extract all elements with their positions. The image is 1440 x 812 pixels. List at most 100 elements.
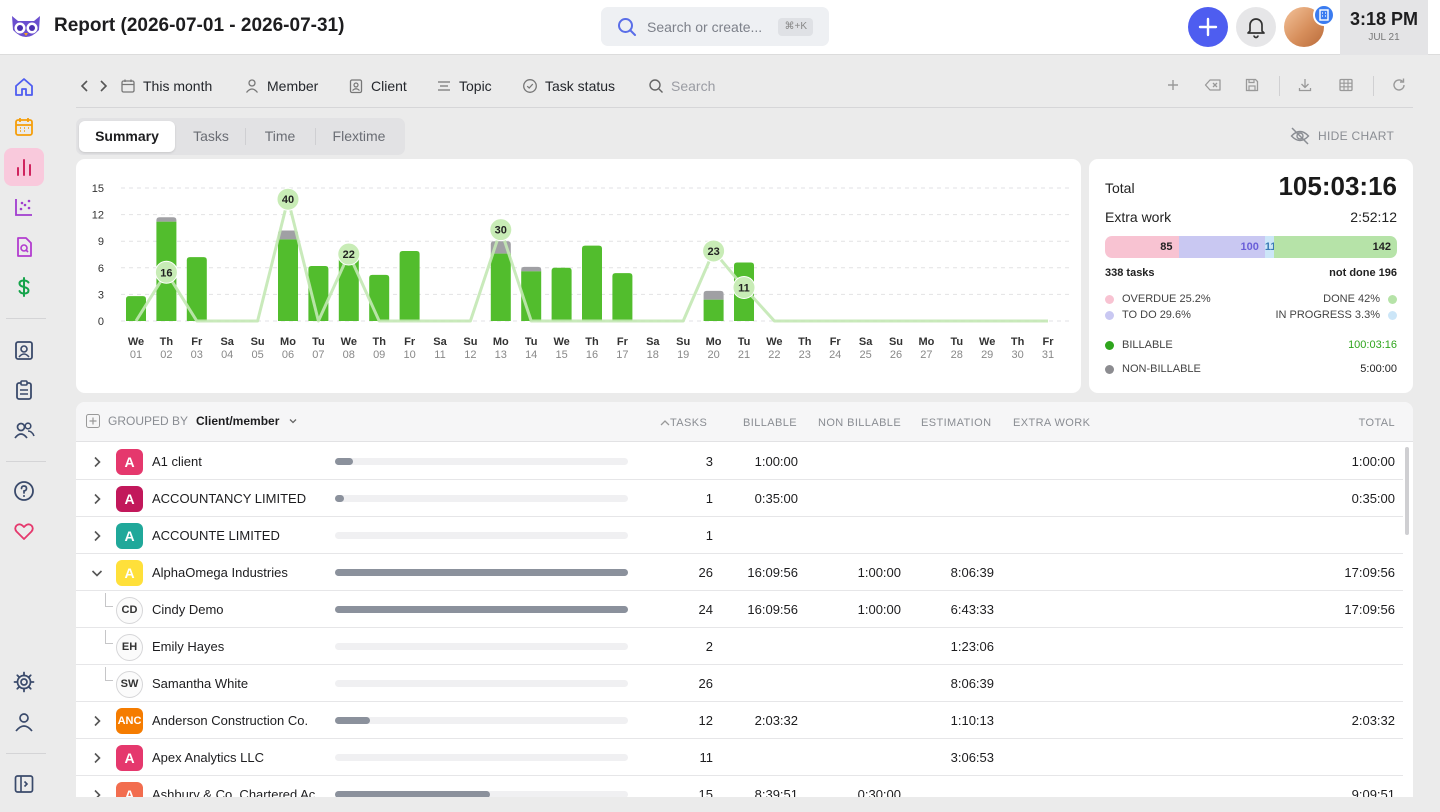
legend-in-progress: IN PROGRESS 3.3% <box>1275 309 1397 321</box>
eye-off-icon <box>1290 127 1310 145</box>
sidebar-item-billing[interactable] <box>4 268 44 306</box>
client-row[interactable]: A Ashbury & Co. Chartered Ac... 15 8:39:51 0… <box>76 776 1403 797</box>
chevron-right-icon[interactable] <box>90 492 104 506</box>
chevron-right-icon[interactable] <box>90 529 104 543</box>
task-status-filter[interactable]: Task status <box>522 68 615 104</box>
member-filter-label: Member <box>267 78 319 94</box>
tab-time[interactable]: Time <box>264 128 296 144</box>
app-logo-icon[interactable] <box>8 12 44 42</box>
next-period-button[interactable] <box>98 68 108 104</box>
client-row[interactable]: A AlphaOmega Industries 26 16:09:56 1:00:00 8… <box>76 554 1403 591</box>
sidebar-item-calendar[interactable] <box>4 108 44 146</box>
row-name: Emily Hayes <box>152 639 225 654</box>
grouped-by-value: Client/member <box>196 414 280 428</box>
chevron-right-icon[interactable] <box>90 788 104 797</box>
table-scrollbar[interactable] <box>1405 447 1409 535</box>
tab-summary[interactable]: Summary <box>79 121 175 152</box>
refresh-icon[interactable] <box>1391 77 1407 93</box>
x-tick-date: 26 <box>890 349 902 361</box>
sidebar-item-contacts[interactable] <box>4 331 44 369</box>
clock-date: JUL 21 <box>1368 32 1400 43</box>
todo-dot <box>1105 310 1114 320</box>
chevron-right-icon[interactable] <box>90 751 104 765</box>
clear-filter-icon[interactable] <box>1204 77 1222 93</box>
chevron-down-icon[interactable] <box>90 566 104 580</box>
hide-chart-button[interactable]: HIDE CHART <box>1290 127 1394 145</box>
row-progress-fill <box>335 458 353 465</box>
member-row[interactable]: EH Emily Hayes 2 1:23:06 <box>76 628 1403 665</box>
x-tick-day: Tu <box>738 336 751 348</box>
row-name: Ashbury & Co. Chartered Ac... <box>152 787 327 797</box>
tab-flextime[interactable]: Flextime <box>332 128 386 144</box>
legend-non-billable-label: NON-BILLABLE <box>1122 363 1201 375</box>
expand-all-icon[interactable] <box>86 414 100 428</box>
sidebar-item-settings[interactable] <box>4 663 44 701</box>
task-count-label: 11 <box>738 283 750 295</box>
col-tasks-label: TASKS <box>670 417 708 429</box>
row-progress-bar <box>335 791 628 797</box>
hide-chart-label: HIDE CHART <box>1318 129 1395 143</box>
chevron-right-icon[interactable] <box>90 714 104 728</box>
workspace-badge-icon[interactable] <box>1313 4 1335 26</box>
clock-time: 3:18 PM <box>1349 9 1419 29</box>
chevron-right-icon[interactable] <box>90 455 104 469</box>
col-total[interactable]: TOTAL <box>1358 417 1395 429</box>
gear-icon <box>13 671 35 693</box>
create-button[interactable] <box>1188 7 1228 47</box>
x-tick-day: Tu <box>525 336 538 348</box>
client-filter[interactable]: Client <box>348 68 407 104</box>
cell-total: 9:09:51 <box>1351 787 1395 797</box>
col-estimation[interactable]: ESTIMATION <box>921 417 992 429</box>
sidebar-item-favorites[interactable] <box>4 512 44 550</box>
cell-tasks: 12 <box>698 713 713 728</box>
x-tick-date: 06 <box>282 349 294 361</box>
sidebar-item-team[interactable] <box>4 411 44 449</box>
topic-filter[interactable]: Topic <box>436 68 492 104</box>
cell-billable: 16:09:56 <box>747 565 798 580</box>
legend-todo: TO DO 29.6% <box>1105 309 1191 321</box>
member-row[interactable]: SW Samantha White 26 8:06:39 <box>76 665 1403 702</box>
table-view-icon[interactable] <box>1338 77 1354 93</box>
member-avatar: EH <box>116 634 143 661</box>
member-filter[interactable]: Member <box>244 68 318 104</box>
x-tick-day: Th <box>160 336 174 348</box>
col-extra-work[interactable]: EXTRA WORK <box>1013 417 1091 429</box>
tab-tasks[interactable]: Tasks <box>193 128 229 144</box>
client-row[interactable]: ANC Anderson Construction Co. 12 2:03:32 1:1… <box>76 702 1403 739</box>
billable-bar <box>369 274 390 321</box>
grouped-by-label: GROUPED BY <box>108 414 189 428</box>
col-non-billable[interactable]: NON BILLABLE <box>818 417 902 429</box>
in-progress-dot <box>1388 310 1397 320</box>
sidebar-item-documents[interactable] <box>4 228 44 266</box>
member-row[interactable]: CD Cindy Demo 24 16:09:56 1:00:00 6:43:33 17:0… <box>76 591 1403 628</box>
x-tick-date: 16 <box>586 349 598 361</box>
y-tick-label: 15 <box>92 183 104 195</box>
download-icon[interactable] <box>1297 77 1313 93</box>
global-search[interactable]: Search or create... ⌘+K <box>601 7 829 46</box>
sidebar-item-help[interactable] <box>4 472 44 510</box>
save-icon[interactable] <box>1244 77 1260 93</box>
y-tick-label: 0 <box>98 316 104 328</box>
sidebar-item-profile[interactable] <box>4 703 44 741</box>
status-segment: 11 <box>1264 236 1277 258</box>
toolbar-search[interactable]: Search <box>648 68 715 104</box>
col-tasks[interactable]: TASKS <box>660 417 707 429</box>
client-row[interactable]: A A1 client 3 1:00:00 1:00:00 <box>76 443 1403 480</box>
cell-tasks: 1 <box>705 491 713 506</box>
sidebar-item-tasks[interactable] <box>4 371 44 409</box>
col-billable[interactable]: BILLABLE <box>743 417 797 429</box>
group-by-selector[interactable]: GROUPED BY Client/member <box>86 414 299 428</box>
client-row[interactable]: A ACCOUNTE LIMITED 1 <box>76 517 1403 554</box>
sidebar-item-analytics[interactable] <box>4 188 44 226</box>
period-filter[interactable]: This month <box>120 68 212 104</box>
add-icon[interactable] <box>1165 77 1181 93</box>
sidebar-item-home[interactable] <box>4 68 44 106</box>
sidebar-collapse-button[interactable] <box>4 765 44 803</box>
x-tick-day: Su <box>676 336 690 348</box>
sidebar-item-reports[interactable] <box>4 148 44 186</box>
notifications-button[interactable] <box>1236 7 1276 47</box>
client-row[interactable]: A ACCOUNTANCY LIMITED 1 0:35:00 0:35:00 <box>76 480 1403 517</box>
prev-period-button[interactable] <box>80 68 90 104</box>
table-header: GROUPED BY Client/member TASKS BILLABLE … <box>76 402 1413 442</box>
client-row[interactable]: A Apex Analytics LLC 11 3:06:53 <box>76 739 1403 776</box>
